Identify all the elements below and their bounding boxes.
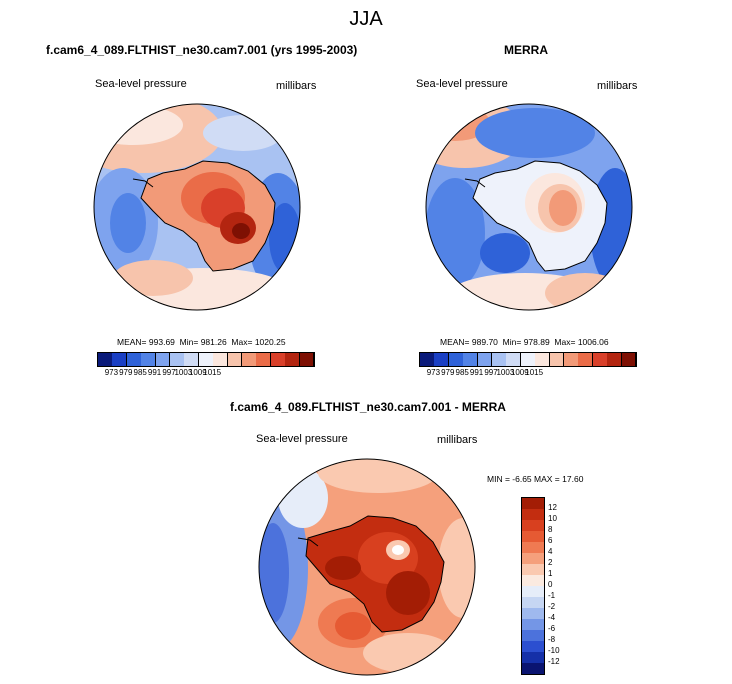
colorbar-tick-label: 1009 — [188, 368, 207, 377]
colorbar-tick-label: -6 — [548, 624, 556, 633]
colorbar-swatch — [448, 353, 464, 366]
colorbar-tick-label: -1 — [548, 591, 556, 600]
colorbar-swatch — [522, 663, 544, 675]
colorbar-swatch — [155, 353, 171, 366]
colorbar-swatch — [549, 353, 565, 366]
colorbar-tick-label: 979 — [441, 368, 455, 377]
colorbar-tick-label: 997 — [162, 368, 176, 377]
colorbar-ticks-model: 973 979 985 991 997 1003 1009 1015 — [97, 368, 313, 380]
colorbar-swatch — [522, 553, 544, 565]
colorbar-swatch — [213, 353, 229, 366]
colorbar-tick-label: 973 — [104, 368, 119, 377]
colorbar-tick-label: -12 — [548, 657, 560, 666]
colorbar-model — [97, 352, 315, 367]
colorbar-swatch — [592, 353, 608, 366]
colorbar-swatch — [535, 353, 551, 366]
colorbar-diff — [521, 497, 545, 675]
colorbar-tick-label: 10 — [548, 514, 557, 523]
colorbar-tick-label: 991 — [147, 368, 162, 377]
colorbar-tick-label: 6 — [548, 536, 553, 545]
colorbar-swatch — [198, 353, 214, 366]
panel-title-diff: f.cam6_4_089.FLTHIST_ne30.cam7.001 - MER… — [230, 400, 506, 414]
map-merra-slp — [425, 103, 633, 311]
colorbar-merra — [419, 352, 637, 367]
colorbar-tick-label: -4 — [548, 613, 556, 622]
colorbar-tick-label: -10 — [548, 646, 560, 655]
colorbar-swatch — [520, 353, 536, 366]
colorbar-swatch — [112, 353, 128, 366]
colorbar-swatch — [285, 353, 301, 366]
colorbar-swatch — [522, 531, 544, 543]
colorbar-tick-label: 991 — [469, 368, 484, 377]
colorbar-tick-label: 12 — [548, 503, 557, 512]
colorbar-swatch — [564, 353, 579, 366]
colorbar-tick-label: 973 — [426, 368, 441, 377]
colorbar-tick-label: 0 — [548, 580, 553, 589]
colorbar-swatch — [184, 353, 200, 366]
colorbar-tick-label: 1015 — [525, 368, 544, 377]
colorbar-tick-label: 979 — [119, 368, 133, 377]
map-diff-slp — [258, 458, 476, 676]
colorbar-swatch — [522, 520, 544, 532]
variable-label: Sea-level pressure — [256, 433, 348, 445]
variable-label: Sea-level pressure — [95, 78, 187, 90]
map-model-slp — [93, 103, 301, 311]
colorbar-swatch — [126, 353, 142, 366]
units-label: millibars — [276, 80, 317, 92]
colorbar-swatch — [98, 353, 113, 366]
colorbar-tick-label: 985 — [455, 368, 469, 377]
colorbar-swatch — [270, 353, 286, 366]
colorbar-tick-label: 1 — [548, 569, 553, 578]
colorbar-swatch — [492, 353, 507, 366]
colorbar-tick-label: 985 — [133, 368, 147, 377]
figure-title: JJA — [349, 8, 383, 30]
colorbar-tick-label: 8 — [548, 525, 553, 534]
colorbar-swatch — [256, 353, 272, 366]
colorbar-swatch — [506, 353, 522, 366]
colorbar-swatch — [522, 641, 544, 653]
colorbar-swatch — [522, 652, 544, 664]
colorbar-tick-label: 4 — [548, 547, 553, 556]
colorbar-tick-label: 1003 — [174, 368, 193, 377]
colorbar-tick-label: -2 — [548, 602, 556, 611]
colorbar-tick-label: 2 — [548, 558, 553, 567]
colorbar-swatch — [463, 353, 479, 366]
colorbar-swatch — [141, 353, 157, 366]
colorbar-swatch — [420, 353, 435, 366]
colorbar-tick-label: 1003 — [496, 368, 515, 377]
colorbar-swatch — [299, 353, 315, 366]
colorbar-swatch — [522, 586, 544, 598]
panel-title-merra: MERRA — [504, 43, 548, 57]
colorbar-swatch — [522, 575, 544, 587]
colorbar-swatch — [170, 353, 185, 366]
colorbar-swatch — [522, 608, 544, 620]
colorbar-swatch — [621, 353, 637, 366]
colorbar-swatch — [522, 509, 544, 521]
colorbar-tick-label: 997 — [484, 368, 498, 377]
colorbar-swatch — [607, 353, 623, 366]
variable-label: Sea-level pressure — [416, 78, 508, 90]
units-label: millibars — [597, 80, 638, 92]
colorbar-ticks-diff: 12 10 8 6 4 2 1 0 -1 -2 -4 -6 -8 -10 -12 — [548, 497, 578, 673]
colorbar-swatch — [242, 353, 257, 366]
panel-title-model: f.cam6_4_089.FLTHIST_ne30.cam7.001 (yrs … — [46, 43, 358, 57]
colorbar-swatch — [227, 353, 243, 366]
colorbar-swatch — [522, 498, 544, 510]
stats-diff: MIN = -6.65 MAX = 17.60 — [487, 474, 584, 484]
colorbar-tick-label: -8 — [548, 635, 556, 644]
colorbar-swatch — [522, 630, 544, 642]
colorbar-swatch — [434, 353, 450, 366]
colorbar-swatch — [522, 619, 544, 631]
colorbar-ticks-merra: 973 979 985 991 997 1003 1009 1015 — [419, 368, 635, 380]
colorbar-swatch — [578, 353, 594, 366]
colorbar-tick-label: 1009 — [510, 368, 529, 377]
units-label: millibars — [437, 434, 478, 446]
colorbar-swatch — [522, 564, 544, 576]
colorbar-swatch — [477, 353, 493, 366]
colorbar-swatch — [522, 597, 544, 609]
colorbar-tick-label: 1015 — [203, 368, 222, 377]
stats-merra: MEAN= 989.70 Min= 978.89 Max= 1006.06 — [440, 337, 609, 347]
colorbar-swatch — [522, 542, 544, 554]
stats-model: MEAN= 993.69 Min= 981.26 Max= 1020.25 — [117, 337, 286, 347]
